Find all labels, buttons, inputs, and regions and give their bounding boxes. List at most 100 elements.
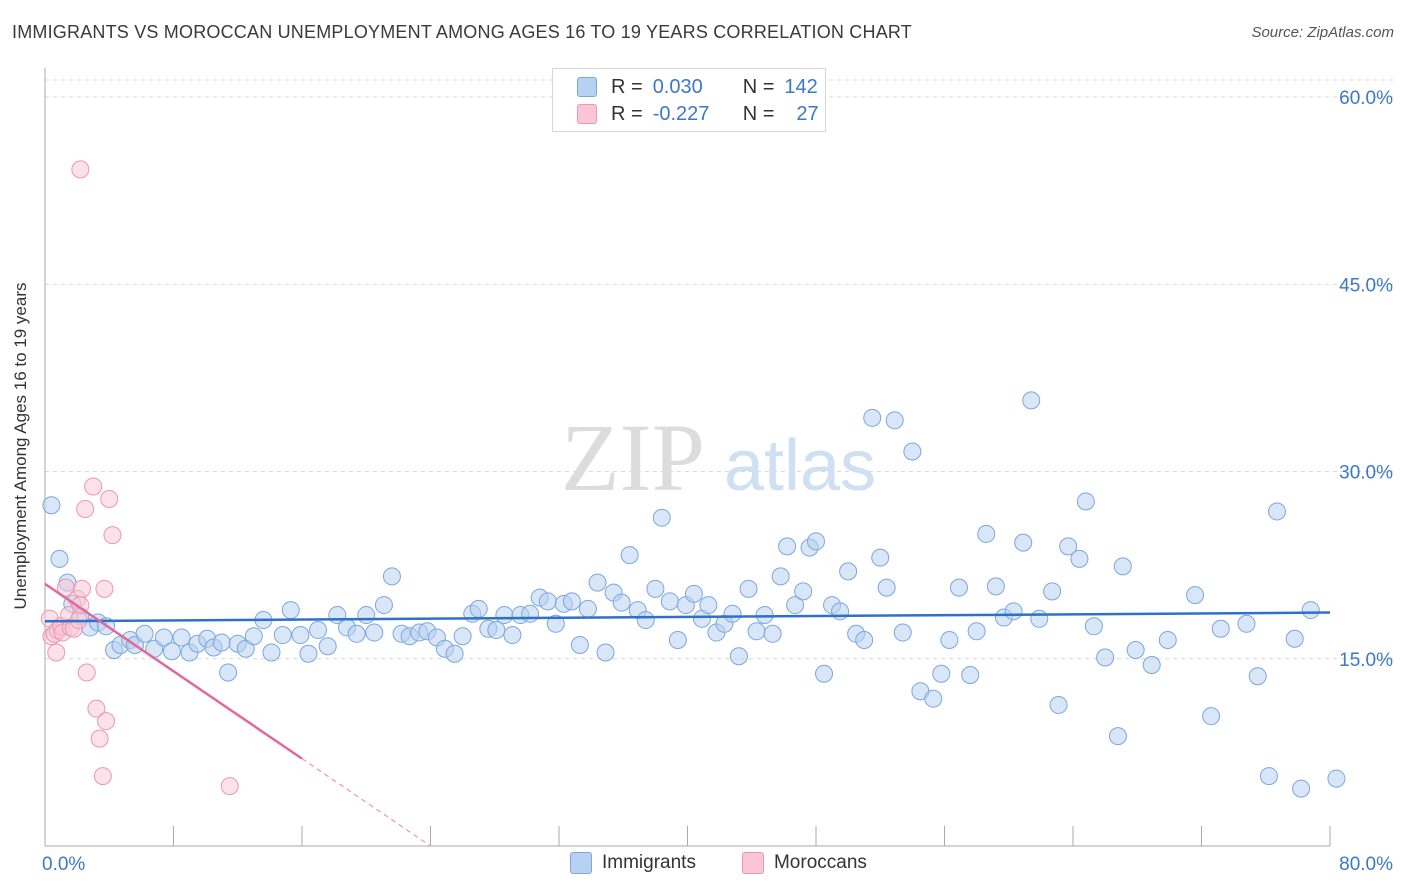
- immigrants-point: [1084, 617, 1103, 636]
- immigrants-point: [903, 442, 922, 461]
- immigrants-point: [273, 626, 292, 645]
- immigrants-point: [660, 592, 679, 611]
- immigrants-point: [967, 622, 986, 641]
- legend-item-immigrants: Immigrants: [570, 852, 696, 874]
- immigrants-point: [1186, 586, 1205, 605]
- moroccans-point: [95, 579, 114, 598]
- moroccans-points: [40, 160, 239, 796]
- immigrants-point: [578, 599, 597, 618]
- immigrants-point: [570, 636, 589, 655]
- immigrants-point: [620, 546, 639, 565]
- immigrants-point: [1096, 648, 1115, 667]
- moroccans-point: [71, 160, 90, 179]
- immigrants-point: [1022, 391, 1041, 410]
- moroccans-point: [100, 489, 119, 508]
- immigrants-point: [778, 537, 797, 556]
- immigrants-point: [1113, 557, 1132, 576]
- immigrants-point: [885, 411, 904, 430]
- immigrants-point: [652, 508, 671, 527]
- immigrants-point: [1043, 582, 1062, 601]
- immigrants-point: [668, 631, 687, 650]
- immigrants-point: [1292, 779, 1311, 798]
- immigrants-point: [739, 579, 758, 598]
- immigrants-point: [1004, 602, 1023, 621]
- series-legend: Immigrants Moroccans: [570, 852, 913, 874]
- x-tick-label-min: 0.0%: [42, 854, 85, 875]
- immigrants-point: [1259, 767, 1278, 786]
- legend-r-label: R =: [611, 102, 643, 125]
- immigrants-point: [318, 637, 337, 656]
- immigrants-point: [562, 592, 581, 611]
- immigrants-point: [932, 664, 951, 683]
- legend-r-value: 0.030: [652, 75, 703, 98]
- immigrants-point: [646, 579, 665, 598]
- watermark-zip: ZIP: [561, 404, 705, 511]
- moroccans-legend-swatch: [741, 852, 764, 874]
- y-tick-label: 15.0%: [1339, 650, 1393, 671]
- immigrants-point: [546, 614, 565, 633]
- immigrants-point: [855, 631, 874, 650]
- immigrants-point: [723, 604, 742, 623]
- legend-n-label: N =: [742, 75, 775, 98]
- moroccans-point: [76, 499, 95, 518]
- immigrants-point: [940, 631, 959, 650]
- y-tick-label: 45.0%: [1339, 275, 1393, 296]
- immigrants-point: [612, 593, 631, 612]
- immigrants-point: [1142, 655, 1161, 674]
- immigrants-point: [755, 606, 774, 625]
- immigrants-point: [729, 647, 748, 666]
- immigrants-point: [521, 604, 540, 623]
- immigrants-point: [684, 584, 703, 603]
- immigrants-legend-swatch: [570, 852, 592, 874]
- immigrants-point: [42, 496, 61, 515]
- immigrants-point: [977, 524, 996, 543]
- immigrants-point: [815, 664, 834, 683]
- trend-lines: [44, 582, 1331, 847]
- immigrants-point: [699, 596, 718, 615]
- immigrants-point: [538, 592, 557, 611]
- immigrants-point: [1126, 641, 1145, 660]
- immigrants-point: [588, 573, 607, 592]
- immigrants-point: [172, 628, 191, 647]
- immigrants-point: [1248, 667, 1267, 686]
- immigrants-point: [453, 627, 472, 646]
- axes: [44, 68, 1331, 847]
- legend-item-moroccans: Moroccans: [741, 852, 867, 874]
- immigrants-point: [1014, 533, 1033, 552]
- immigrants-point: [382, 567, 401, 586]
- immigrants-trend-line: [44, 611, 1331, 623]
- y-axis-label-text: Unemployment Among Ages 16 to 19 years: [11, 282, 30, 610]
- immigrants-point: [786, 596, 805, 615]
- legend-row-immigrants: R = 0.030 N = 142: [577, 75, 818, 99]
- moroccans-trend-extension: [301, 758, 431, 847]
- immigrants-point: [1076, 492, 1095, 511]
- immigrants-point: [794, 582, 813, 601]
- immigrants-point: [50, 549, 69, 568]
- moroccans-point: [47, 643, 66, 662]
- moroccans-point: [220, 777, 239, 796]
- moroccans-trend-line: [44, 582, 303, 760]
- immigrants-point: [309, 621, 328, 640]
- immigrants-point: [162, 642, 181, 661]
- immigrants-point: [877, 578, 896, 597]
- moroccans-point: [87, 699, 106, 718]
- immigrants-point: [347, 624, 366, 643]
- moroccans-point: [84, 477, 103, 496]
- immigrants-point: [831, 602, 850, 621]
- immigrants-legend-label: Immigrants: [602, 852, 696, 873]
- immigrants-swatch: [577, 77, 597, 97]
- moroccans-point: [77, 663, 96, 682]
- moroccans-swatch: [577, 104, 597, 124]
- immigrants-point: [1108, 727, 1127, 746]
- immigrants-point: [1285, 629, 1304, 648]
- immigrants-point: [374, 596, 393, 615]
- moroccans-point: [90, 729, 109, 748]
- immigrants-point: [135, 624, 154, 643]
- immigrants-point: [445, 644, 464, 663]
- immigrants-point: [771, 567, 790, 586]
- immigrants-point: [747, 622, 766, 641]
- x-tick-label-max: 80.0%: [1339, 854, 1393, 875]
- y-tick-label: 60.0%: [1339, 88, 1393, 109]
- immigrants-point: [357, 606, 376, 625]
- immigrants-point: [924, 689, 943, 708]
